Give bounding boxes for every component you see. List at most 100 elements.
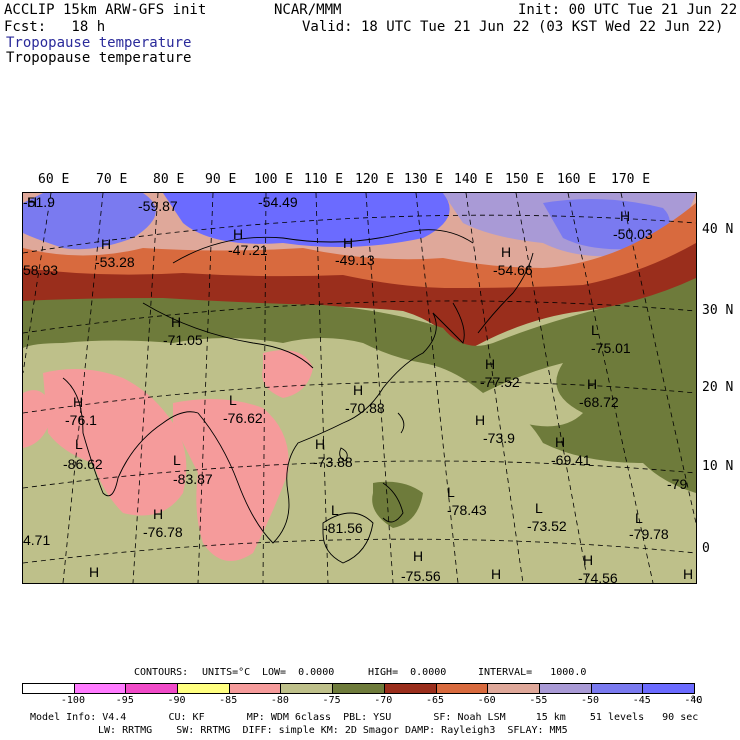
- extremum-label: H: [501, 244, 511, 260]
- parallel-0: [23, 538, 696, 564]
- meridian: [620, 193, 696, 524]
- org-label: NCAR/MMM: [274, 2, 342, 18]
- extremum-label: -79: [667, 476, 687, 492]
- extremum-label: L: [591, 322, 599, 338]
- extremum-label: H: [73, 394, 83, 410]
- shade-olive-philippines: [372, 481, 423, 528]
- shade-blue-west: [23, 193, 156, 250]
- extremum-label: -54.49: [258, 194, 298, 210]
- extremum-label: -77.52: [480, 374, 520, 390]
- meridian: [415, 193, 459, 583]
- shade-dark-red-band: [23, 243, 696, 353]
- extremum-label: H: [587, 376, 597, 392]
- meridian: [315, 193, 329, 583]
- lon-label: 150 E: [505, 172, 545, 187]
- meridian: [515, 193, 589, 583]
- colorbar-tick-label: -75: [322, 695, 341, 706]
- extremum-label: -54.66: [493, 262, 533, 278]
- extremum-label: -75.56: [401, 568, 441, 584]
- shade-pink-indochina: [173, 399, 289, 561]
- shade-pink-tibet: [262, 350, 313, 398]
- colorbar-swatch: [177, 683, 230, 694]
- field-title-blue: Tropopause temperature: [6, 35, 192, 51]
- extremum-label: -49.13: [335, 252, 375, 268]
- lon-label: 70 E: [96, 172, 128, 187]
- extremum-label: -76.62: [223, 410, 263, 426]
- colorbar-swatch: [332, 683, 385, 694]
- extremum-label: H: [620, 208, 630, 224]
- colorbar-tick-label: -55: [529, 695, 548, 706]
- lon-label: 160 E: [557, 172, 597, 187]
- extremum-label: -71.05: [163, 332, 203, 348]
- meridian: [262, 193, 267, 583]
- lon-label: 100 E: [254, 172, 294, 187]
- extremum-label: L: [447, 484, 455, 500]
- meridian: [567, 193, 654, 583]
- colorbar-tick-label: -100: [60, 695, 85, 706]
- extremum-label: L: [75, 436, 83, 452]
- graticule: [23, 193, 696, 583]
- extremum-label: 58.93: [23, 262, 58, 278]
- extremum-label: H: [27, 194, 37, 210]
- shade-pink-sw: [23, 390, 53, 448]
- extremum-label: -73.52: [527, 518, 567, 534]
- colorbar-tick-label: -90: [167, 695, 186, 706]
- valid-time: Valid: 18 UTC Tue 21 Jun 22 (03 KST Wed …: [302, 19, 724, 35]
- border-china-india: [142, 302, 314, 369]
- shade-blue-central: [163, 193, 450, 247]
- colorbar-swatch: [73, 683, 127, 694]
- parallel-40n: [23, 214, 696, 254]
- colorbar-tick-label: -45: [632, 695, 651, 706]
- extremum-label: H: [413, 548, 423, 564]
- tropopause-temperature-map: H -51.9 -59.87 -54.49 H -50.03 H -53.28 …: [22, 192, 697, 584]
- contours-interval: INTERVAL= 1000.0: [478, 667, 587, 678]
- colorbar-tick-label: -50: [581, 695, 600, 706]
- extremum-label: -76.1: [65, 412, 97, 428]
- extremum-label: -76.78: [143, 524, 183, 540]
- extremum-label: 4.71: [23, 532, 50, 548]
- extremum-label: -59.87: [138, 198, 178, 214]
- coastline-indochina: [197, 312, 437, 544]
- extremum-label: -74.56: [578, 570, 618, 584]
- model-info-line1: Model Info: V4.4 CU: KF MP: WDM 6class P…: [30, 712, 699, 723]
- coastline-india: [62, 377, 199, 497]
- extremum-label: H: [89, 564, 99, 580]
- extremum-label: H: [683, 566, 693, 582]
- lon-label: 140 E: [454, 172, 494, 187]
- extremum-label: -70.88: [345, 400, 385, 416]
- extremum-label: L: [635, 510, 643, 526]
- colorbar-swatch: [590, 683, 644, 694]
- parallel-20n: [23, 381, 696, 414]
- extremum-label: -47.21: [228, 242, 268, 258]
- extremum-label: -69.41: [551, 452, 591, 468]
- meridian: [132, 193, 159, 583]
- shade-blue-east: [543, 199, 670, 250]
- extremum-label: -86.62: [63, 456, 103, 472]
- contours-high: HIGH= 0.0000: [368, 667, 447, 678]
- extremum-label: -78.43: [447, 502, 487, 518]
- shade-tan-east: [483, 363, 583, 427]
- coastlines: [62, 229, 534, 564]
- lat-label: 20 N: [702, 380, 734, 395]
- extremum-label: -83.87: [173, 471, 213, 487]
- coastline-japan: [477, 252, 534, 334]
- extremum-label: H: [583, 552, 593, 568]
- contours-low: LOW= 0.0000: [262, 667, 335, 678]
- extremum-label: H: [343, 235, 353, 251]
- colorbar-swatch: [435, 683, 489, 694]
- shade-olive-band: [23, 278, 696, 493]
- lon-label: 60 E: [38, 172, 70, 187]
- extremum-label: H: [233, 226, 243, 242]
- extremum-label: -73.88: [313, 454, 353, 470]
- meridian: [365, 193, 394, 583]
- extremum-label: H: [101, 236, 111, 252]
- extremum-label: -81.56: [323, 520, 363, 536]
- lon-label: 170 E: [611, 172, 651, 187]
- extremum-label: H: [171, 314, 181, 330]
- coastline-borneo: [322, 512, 374, 564]
- lon-label: 120 E: [355, 172, 395, 187]
- meridian: [23, 193, 52, 374]
- border-china-mongolia: [172, 229, 474, 264]
- colorbar-swatch: [22, 683, 75, 694]
- extremum-label: H: [353, 382, 363, 398]
